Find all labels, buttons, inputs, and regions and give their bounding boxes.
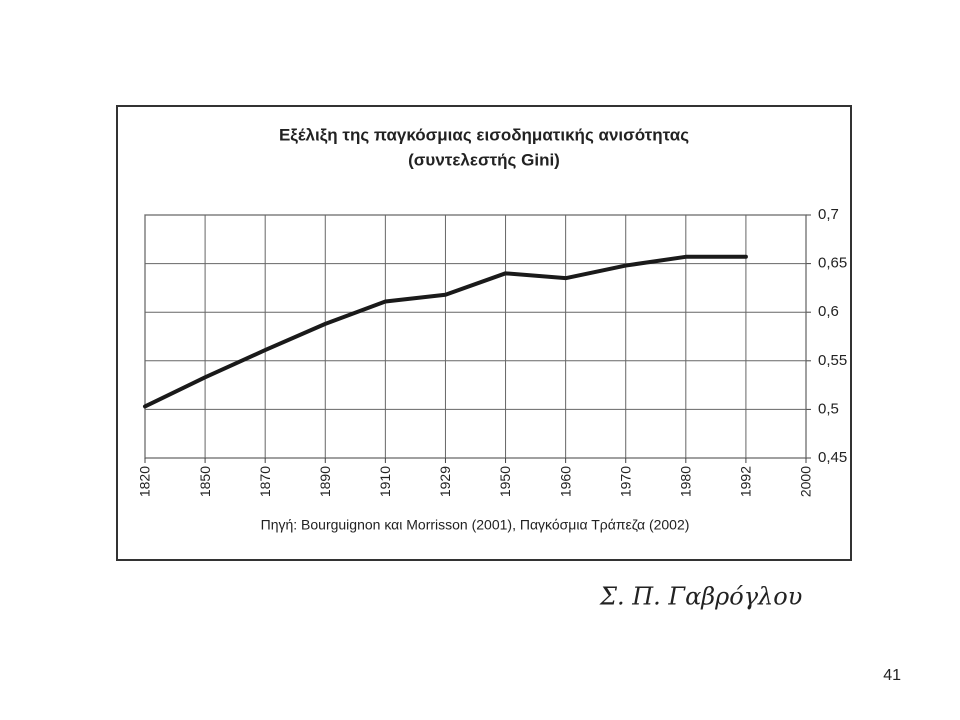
x-tick-label: 1970 [617,466,633,497]
y-tick-label: 0,65 [818,255,847,272]
y-tick-label: 0,6 [818,303,839,320]
data-line [143,254,748,409]
chart-subtitle: (συντελεστής Gini) [408,150,560,169]
x-tick-label: 1870 [257,466,273,497]
signature: Σ. Π. Γαβρόγλου [599,583,802,611]
y-tick-label: 0,45 [818,449,847,466]
x-tick-label: 1960 [557,466,573,497]
x-tick-label: 1929 [437,466,453,497]
y-tick-label: 0,5 [818,400,839,417]
chart-frame [116,105,852,561]
x-tick-label: 2000 [798,466,814,497]
x-tick-label: 1820 [137,466,153,497]
x-tick-label: 1950 [497,466,513,497]
x-tick-label: 1910 [377,466,393,497]
x-tick-label: 1850 [197,466,213,497]
chart-title: Εξέλιξη της παγκόσμιας εισοδηματικής ανι… [279,125,689,144]
x-tick-label: 1890 [317,466,333,497]
x-tick-label: 1992 [738,466,754,497]
page-number: 41 [883,667,901,684]
source-note: Πηγή: Bourguignon και Morrisson (2001), … [261,517,690,533]
y-tick-label: 0,7 [818,206,839,223]
y-tick-label: 0,55 [818,352,847,369]
x-tick-label: 1980 [678,466,694,497]
